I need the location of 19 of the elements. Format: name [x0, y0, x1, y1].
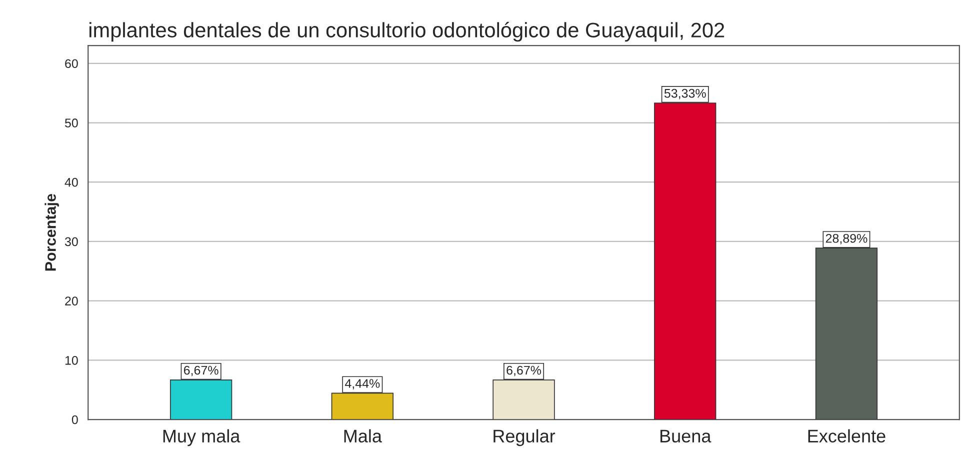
y-tick-label: 60	[65, 59, 78, 68]
data-label: 6,67%	[184, 366, 218, 376]
x-tick-label: Mala	[344, 429, 382, 443]
y-tick-label: 50	[64, 118, 78, 128]
y-tick-label: 40	[64, 178, 78, 187]
data-label: 6,67%	[506, 366, 542, 376]
x-tick-label: Muy mala	[163, 429, 240, 446]
x-tick-label: Regular	[494, 429, 556, 446]
y-tick-label: 10	[65, 356, 78, 365]
y-tick-label: 30	[64, 237, 78, 246]
x-tick-label: Excelente	[808, 429, 886, 443]
y-tick-label: 0	[72, 415, 78, 424]
y-axis-title: Porcentaje	[44, 194, 59, 271]
data-label: 4,44%	[344, 379, 380, 390]
chart-title: implantes dentales de un consultorio odontológico de Guayaquil, 202	[90, 22, 724, 42]
data-label: 28,89%	[826, 234, 868, 244]
y-tick-label: 20	[65, 296, 78, 306]
data-label: 53,33%	[664, 88, 706, 100]
x-tick-label: Buena	[660, 430, 712, 443]
